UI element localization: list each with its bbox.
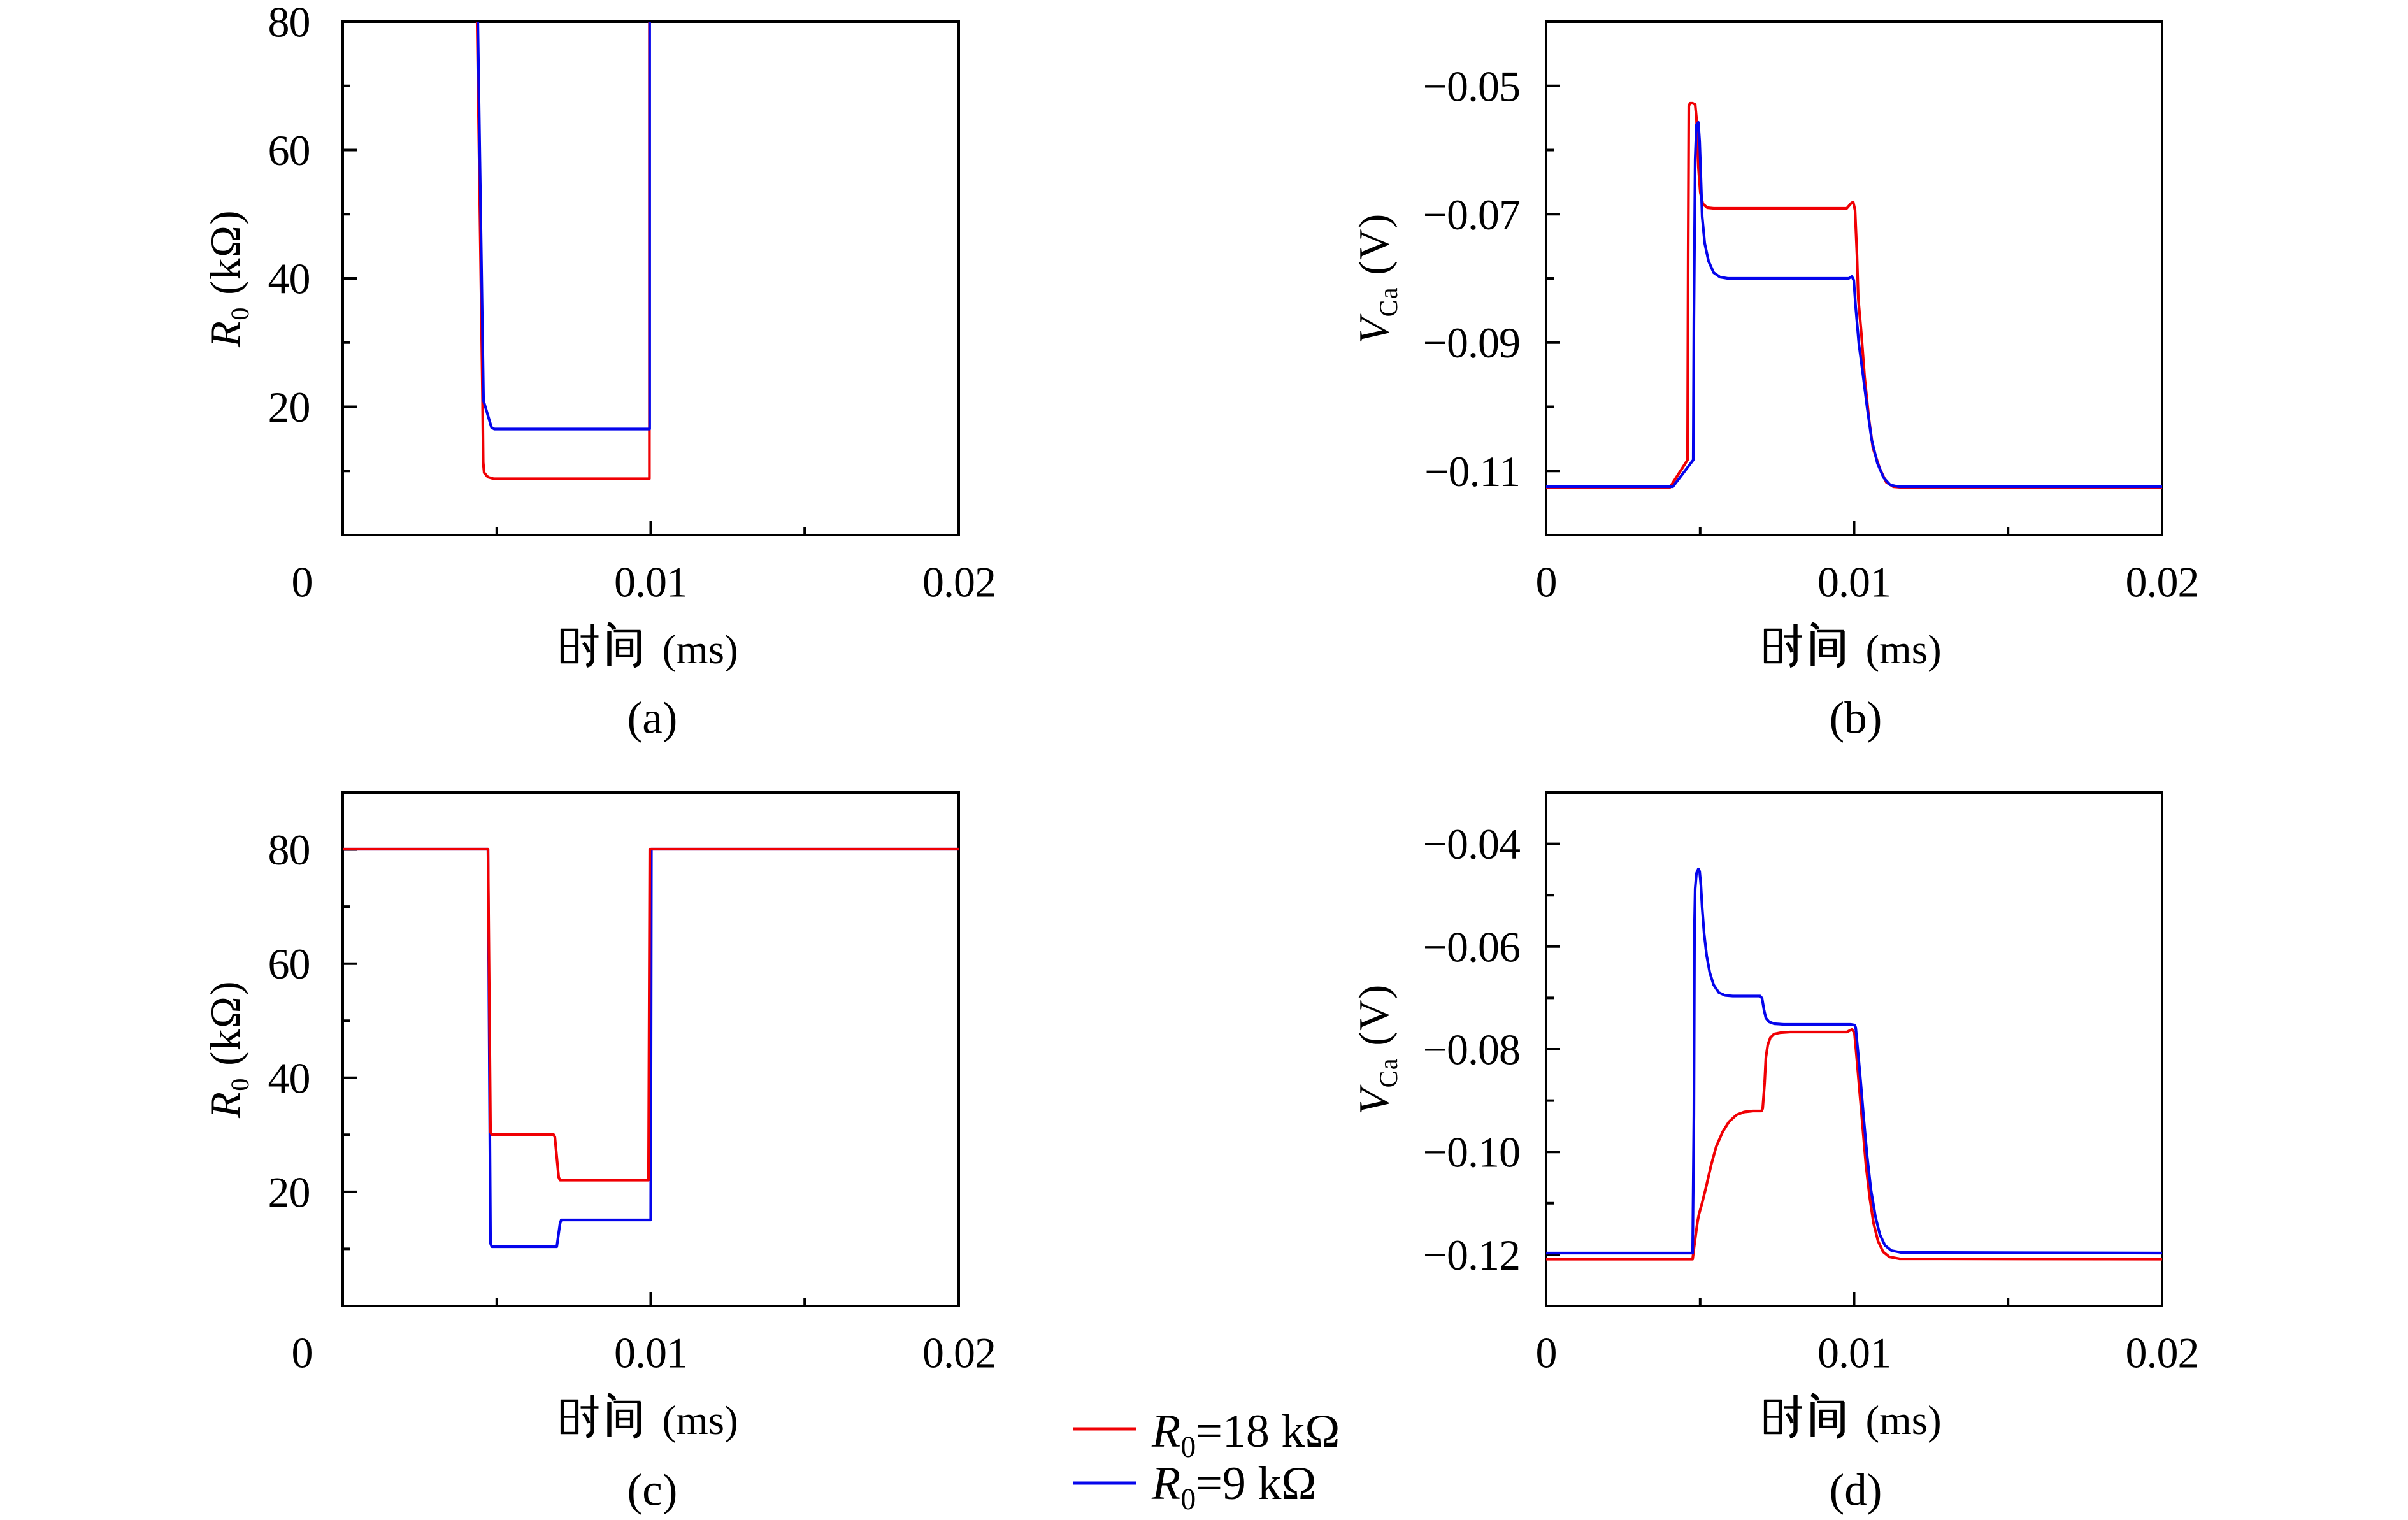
svg-text:0: 0: [292, 558, 313, 606]
svg-text:R0=18 kΩ: R0=18 kΩ: [1151, 1405, 1340, 1464]
svg-text:40: 40: [268, 1054, 310, 1102]
svg-text:20: 20: [268, 383, 310, 431]
svg-text:−0.08: −0.08: [1423, 1026, 1520, 1074]
svg-text:(ms): (ms): [1866, 627, 1942, 673]
svg-text:0: 0: [292, 1329, 313, 1377]
svg-text:0: 0: [1536, 558, 1557, 606]
svg-text:−0.10: −0.10: [1423, 1128, 1520, 1177]
svg-text:0.01: 0.01: [1817, 1329, 1891, 1377]
svg-text:(b): (b): [1830, 694, 1882, 743]
svg-text:−0.05: −0.05: [1423, 62, 1520, 110]
svg-text:(ms): (ms): [1866, 1398, 1942, 1444]
svg-text:0.02: 0.02: [922, 558, 996, 606]
svg-text:VCa (V): VCa (V): [1351, 213, 1403, 344]
svg-text:(ms): (ms): [663, 1398, 738, 1444]
svg-text:R0 (kΩ): R0 (kΩ): [202, 210, 254, 348]
svg-text:(d): (d): [1830, 1466, 1882, 1516]
svg-text:60: 60: [268, 126, 310, 175]
svg-text:0.01: 0.01: [614, 1329, 687, 1377]
svg-text:(ms): (ms): [663, 627, 738, 673]
svg-text:−0.07: −0.07: [1423, 190, 1520, 239]
svg-text:0: 0: [1536, 1329, 1557, 1377]
svg-text:−0.12: −0.12: [1423, 1231, 1520, 1279]
svg-text:VCa (V): VCa (V): [1351, 984, 1403, 1115]
svg-text:−0.11: −0.11: [1424, 447, 1520, 496]
svg-text:(a): (a): [627, 694, 678, 743]
svg-text:(c): (c): [627, 1466, 678, 1516]
svg-text:−0.04: −0.04: [1423, 820, 1520, 868]
svg-text:20: 20: [268, 1168, 310, 1216]
svg-text:80: 80: [268, 0, 310, 47]
svg-text:80: 80: [268, 826, 310, 874]
svg-text:−0.09: −0.09: [1423, 319, 1520, 367]
svg-text:R0 (kΩ): R0 (kΩ): [202, 980, 254, 1119]
svg-text:40: 40: [268, 255, 310, 303]
svg-text:0.02: 0.02: [2126, 1329, 2199, 1377]
svg-text:60: 60: [268, 940, 310, 988]
svg-text:0.01: 0.01: [1817, 558, 1891, 606]
svg-text:0.02: 0.02: [2126, 558, 2199, 606]
svg-text:R0=9 kΩ: R0=9 kΩ: [1151, 1458, 1316, 1516]
svg-text:−0.06: −0.06: [1423, 922, 1520, 971]
svg-text:0.02: 0.02: [922, 1329, 996, 1377]
svg-text:0.01: 0.01: [614, 558, 687, 606]
